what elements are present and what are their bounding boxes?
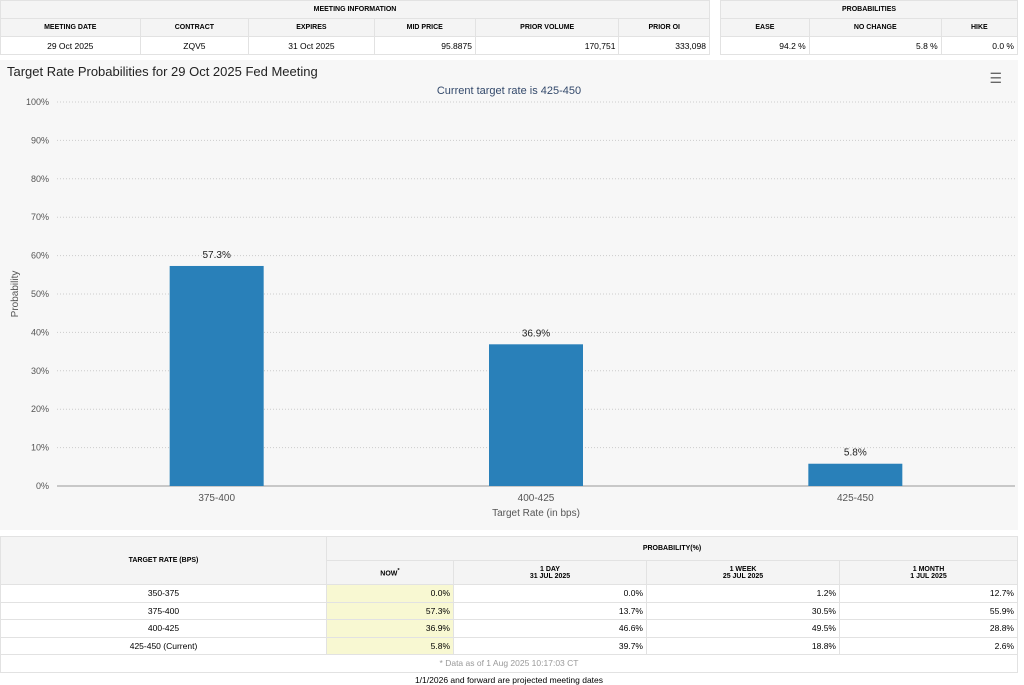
col-header: NO CHANGE bbox=[808, 18, 942, 37]
x-tick-label: 425-450 bbox=[837, 493, 874, 504]
y-tick-label: 80% bbox=[31, 174, 49, 184]
table-row: 400-425 36.9% 46.6% 49.5% 28.8% bbox=[0, 619, 1018, 638]
y-tick-label: 30% bbox=[31, 366, 49, 376]
mid-price: 95.8875 bbox=[373, 36, 476, 55]
col-target-rate: TARGET RATE (BPS) bbox=[0, 536, 327, 585]
probability-cell: 39.7% bbox=[453, 636, 647, 655]
col-date: 31 JUL 2025 bbox=[529, 572, 571, 580]
probability-table: TARGET RATE (BPS) PROBABILITY(%) NOW* 1 … bbox=[0, 536, 1018, 673]
table-row: 375-400 57.3% 13.7% 30.5% 55.9% bbox=[0, 601, 1018, 620]
y-tick-label: 50% bbox=[31, 289, 49, 299]
target-rate-cell: 350-375 bbox=[0, 584, 327, 603]
prior-oi: 333,098 bbox=[618, 36, 710, 55]
table-row: 350-375 0.0% 0.0% 1.2% 12.7% bbox=[0, 584, 1018, 603]
data-label: 5.8% bbox=[844, 448, 867, 459]
chart-subtitle: Current target rate is 425-450 bbox=[436, 85, 582, 97]
data-timestamp-note: * Data as of 1 Aug 2025 10:17:03 CT bbox=[0, 654, 1018, 673]
target-rate-cell: 400-425 bbox=[0, 619, 327, 638]
col-now-asterisk: * bbox=[397, 567, 400, 574]
col-1week: 1 WEEK 25 JUL 2025 bbox=[646, 560, 840, 585]
col-probability: PROBABILITY(%) bbox=[326, 536, 1018, 561]
probability-cell: 36.9% bbox=[326, 619, 454, 638]
ease-value: 94.2 % bbox=[720, 36, 810, 55]
col-label: 1 WEEK bbox=[729, 565, 757, 573]
bar[interactable] bbox=[169, 265, 264, 486]
expires: 31 Oct 2025 bbox=[248, 36, 375, 55]
bar[interactable] bbox=[808, 463, 903, 486]
col-date: 25 JUL 2025 bbox=[722, 572, 764, 580]
probability-cell: 2.6% bbox=[839, 636, 1018, 655]
bar-chart: 0% 10% 20% 30% 40% 50% 60% 70% 80% 90% 100% 57.3% 37… bbox=[10, 97, 1015, 519]
col-1month: 1 MONTH 1 JUL 2025 bbox=[839, 560, 1018, 585]
probability-cell: 5.8% bbox=[326, 636, 454, 655]
probability-cell: 57.3% bbox=[326, 601, 454, 620]
contract: ZQV5 bbox=[139, 36, 250, 55]
col-now: NOW* bbox=[326, 560, 454, 585]
meeting-info-table: MEETING INFORMATION MEETING DATE CONTRAC… bbox=[0, 0, 710, 55]
probability-cell: 46.6% bbox=[453, 619, 647, 638]
hamburger-menu-icon[interactable]: ☰ bbox=[989, 70, 1002, 86]
prior-volume: 170,751 bbox=[474, 36, 620, 55]
col-label: 1 MONTH bbox=[912, 565, 945, 573]
y-tick-label: 40% bbox=[31, 327, 49, 337]
y-tick-label: 70% bbox=[31, 212, 49, 222]
x-tick-label: 375-400 bbox=[198, 493, 235, 504]
footer-note: 1/1/2026 and forward are projected meeti… bbox=[414, 675, 604, 685]
y-tick-label: 0% bbox=[36, 481, 49, 491]
probability-cell: 55.9% bbox=[839, 601, 1018, 620]
probability-cell: 49.5% bbox=[646, 619, 840, 638]
col-header: PRIOR VOLUME bbox=[474, 18, 620, 37]
y-tick-label: 60% bbox=[31, 251, 49, 261]
y-tick-label: 10% bbox=[31, 443, 49, 453]
col-header: EXPIRES bbox=[248, 18, 375, 37]
bar[interactable] bbox=[489, 344, 583, 486]
x-axis-label: Target Rate (in bps) bbox=[492, 508, 580, 519]
hike-value: 0.0 % bbox=[940, 36, 1019, 55]
col-1day: 1 DAY 31 JUL 2025 bbox=[453, 560, 647, 585]
col-header: MEETING DATE bbox=[0, 18, 141, 37]
probability-cell: 28.8% bbox=[839, 619, 1018, 638]
col-header: PRIOR OI bbox=[618, 18, 710, 37]
y-tick-label: 100% bbox=[26, 97, 49, 107]
chart-title: Target Rate Probabilities for 29 Oct 202… bbox=[7, 64, 318, 79]
col-label: 1 DAY bbox=[540, 565, 560, 573]
no-change-value: 5.8 % bbox=[808, 36, 942, 55]
probability-cell: 1.2% bbox=[646, 584, 840, 603]
col-header: CONTRACT bbox=[139, 18, 250, 37]
data-label: 36.9% bbox=[522, 328, 550, 339]
col-date: 1 JUL 2025 bbox=[910, 572, 947, 580]
meeting-info-header: MEETING INFORMATION bbox=[0, 0, 710, 19]
probability-cell: 18.8% bbox=[646, 636, 840, 655]
probability-cell: 0.0% bbox=[326, 584, 454, 603]
col-header: EASE bbox=[720, 18, 810, 37]
x-tick-label: 400-425 bbox=[518, 493, 555, 504]
chart-panel: Target Rate Probabilities for 29 Oct 202… bbox=[0, 60, 1018, 530]
probabilities-table: PROBABILITIES EASE NO CHANGE HIKE 94.2 %… bbox=[720, 0, 1019, 55]
y-tick-label: 20% bbox=[31, 404, 49, 414]
probability-cell: 30.5% bbox=[646, 601, 840, 620]
y-tick-label: 90% bbox=[31, 135, 49, 145]
y-axis-label: Probability bbox=[10, 271, 21, 318]
target-rate-cell: 425-450 (Current) bbox=[0, 636, 327, 655]
table-row: 425-450 (Current) 5.8% 39.7% 18.8% 2.6% bbox=[0, 636, 1018, 655]
meeting-date: 29 Oct 2025 bbox=[0, 36, 141, 55]
probability-cell: 0.0% bbox=[453, 584, 647, 603]
probabilities-header: PROBABILITIES bbox=[720, 0, 1018, 19]
probability-cell: 12.7% bbox=[839, 584, 1018, 603]
col-header: MID PRICE bbox=[373, 18, 476, 37]
col-header: HIKE bbox=[940, 18, 1019, 37]
data-label: 57.3% bbox=[202, 250, 230, 261]
target-rate-cell: 375-400 bbox=[0, 601, 327, 620]
probability-cell: 13.7% bbox=[453, 601, 647, 620]
col-now-label: NOW bbox=[380, 570, 398, 578]
